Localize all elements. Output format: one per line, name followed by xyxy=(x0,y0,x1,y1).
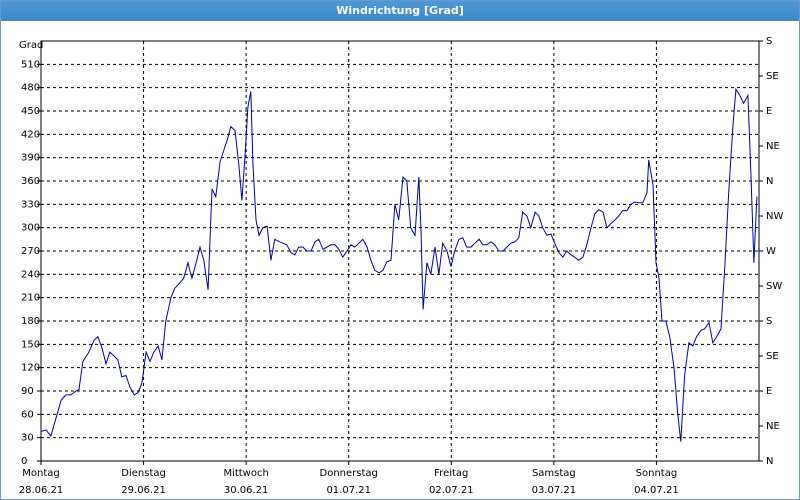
y-tick-label: 450 xyxy=(21,106,40,117)
x-tick-date: 30.06.21 xyxy=(224,485,269,496)
y-tick-label: 180 xyxy=(21,316,40,327)
y-tick-label: 510 xyxy=(21,59,40,70)
x-tick-label: Mittwoch xyxy=(223,468,268,479)
x-tick-date: 02.07.21 xyxy=(429,485,474,496)
y-tick-label: 0 xyxy=(21,456,27,467)
y-tick-label: 30 xyxy=(21,433,34,444)
y-tick-label: 240 xyxy=(21,269,40,280)
x-tick-label: Montag xyxy=(22,468,59,479)
series-line xyxy=(40,87,758,442)
x-tick-label: Sonntag xyxy=(636,468,678,479)
x-tick-label: Freitag xyxy=(434,468,468,479)
x-tick-date: 04.07.21 xyxy=(634,485,679,496)
y-tick-label: 360 xyxy=(21,176,40,187)
y2-tick-label: E xyxy=(766,106,772,117)
y2-tick-label: NW xyxy=(766,211,783,222)
y2-tick-label: W xyxy=(766,246,776,257)
y-tick-label: 330 xyxy=(21,199,40,210)
plot-frame xyxy=(40,40,760,462)
window-title: Windrichtung [Grad] xyxy=(1,1,799,21)
y-tick-label: 300 xyxy=(21,223,40,234)
y2-tick-label: SE xyxy=(766,351,779,362)
chart: Grad 0 30 60 90 120 150 180 210 240 270 300 330 360 39… xyxy=(19,36,784,496)
x-tick-label: Donnerstag xyxy=(320,468,378,479)
x-tick-date: 29.06.21 xyxy=(121,485,166,496)
y2-tick-label: N xyxy=(766,176,773,187)
y2-tick-label: E xyxy=(766,386,772,397)
y-tick-label: 270 xyxy=(21,246,40,257)
x-tick-date: 01.07.21 xyxy=(326,485,371,496)
y-axis-label: Grad xyxy=(19,40,43,51)
y-tick-label: 420 xyxy=(21,129,40,140)
y-tick-label: 210 xyxy=(21,293,40,304)
x-tick-date: 03.07.21 xyxy=(532,485,577,496)
y2-tick-label: NE xyxy=(766,141,780,152)
y-tick-label: 120 xyxy=(21,363,40,374)
y2-tick-label: S xyxy=(766,36,772,47)
y2-tick-label: S xyxy=(766,316,772,327)
y-tick-label: 60 xyxy=(21,409,34,420)
x-tick-date: 28.06.21 xyxy=(19,485,64,496)
y2-tick-label: SW xyxy=(766,281,782,292)
x-tick-label: Dienstag xyxy=(121,468,166,479)
y2-tick-label: NE xyxy=(766,421,780,432)
y-tick-label: 90 xyxy=(21,386,34,397)
y2-tick-label: SE xyxy=(766,71,779,82)
y-tick-label: 390 xyxy=(21,153,40,164)
y-tick-label: 150 xyxy=(21,339,40,350)
x-tick-label: Samstag xyxy=(532,468,576,479)
y2-tick-label: N xyxy=(766,456,773,467)
y-tick-label: 480 xyxy=(21,83,40,94)
